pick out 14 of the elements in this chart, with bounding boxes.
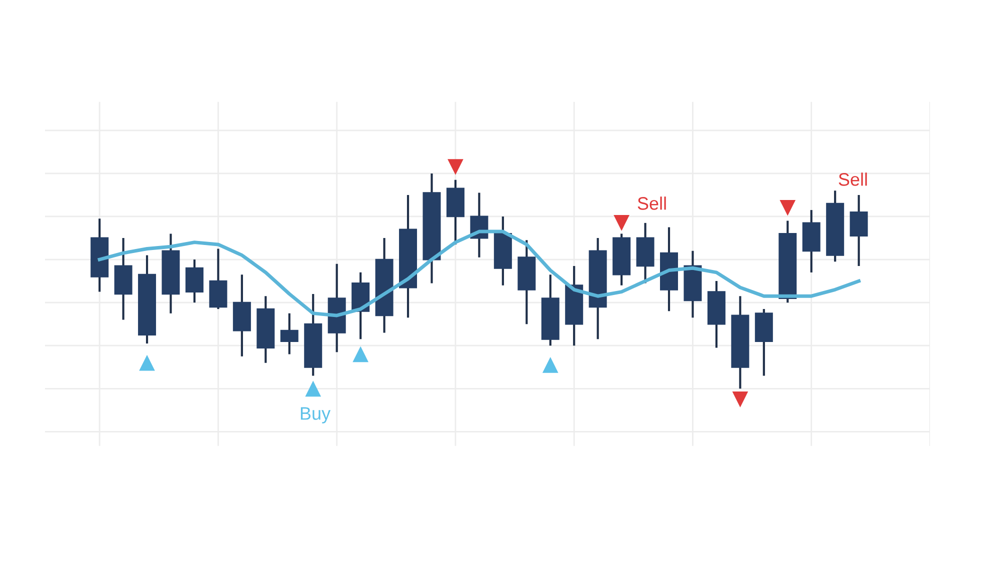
candlestick — [185, 258, 204, 304]
point — [448, 159, 464, 175]
annotation: Sell — [638, 196, 666, 210]
point — [732, 391, 748, 408]
point — [542, 357, 558, 373]
candlestick — [280, 312, 298, 356]
point — [780, 200, 796, 216]
point — [139, 354, 155, 371]
text: Buy — [300, 407, 331, 424]
point — [352, 346, 368, 362]
point — [614, 215, 630, 231]
point — [305, 380, 322, 397]
candlestick — [850, 194, 868, 268]
annotation: Sell — [838, 172, 867, 186]
